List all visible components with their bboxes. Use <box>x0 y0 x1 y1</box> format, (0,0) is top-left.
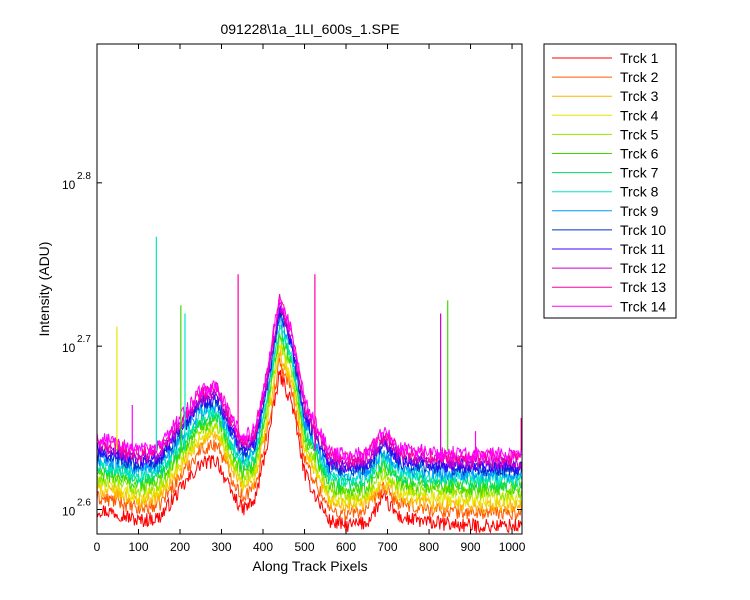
legend-label-11: Trck 11 <box>620 241 665 257</box>
x-tick-label: 1000 <box>499 540 526 554</box>
spike-layer <box>116 236 522 451</box>
legend-label-4: Trck 4 <box>620 107 659 123</box>
x-tick-label: 700 <box>378 540 398 554</box>
legend-label-14: Trck 14 <box>620 298 666 314</box>
legend-label-8: Trck 8 <box>620 184 659 200</box>
series-line-12 <box>96 302 523 471</box>
x-tick-label: 100 <box>128 540 148 554</box>
plot-area: 0 100 200 300 400 500 600 700 800 900 1000 102.610… <box>62 43 526 554</box>
legend-items: Trck 1 Trck 2 Trck 3 Trck 4 Trck 5 Trck 6 Trck… <box>552 50 666 314</box>
y-tick-label-base: 10 <box>62 341 76 355</box>
x-tick-label: 600 <box>336 540 356 554</box>
y-tick-label-exponent: 2.8 <box>77 171 91 182</box>
y-tick-label-base: 10 <box>62 178 76 192</box>
legend-label-12: Trck 12 <box>620 260 666 276</box>
legend-label-2: Trck 2 <box>620 69 659 85</box>
legend-label-1: Trck 1 <box>620 50 659 66</box>
legend-label-3: Trck 3 <box>620 88 659 104</box>
x-tick-label: 200 <box>170 540 190 554</box>
x-tick-label: 900 <box>461 540 481 554</box>
chart-title: 091228\1a_1LI_600s_1.SPE <box>220 21 399 37</box>
x-tick-label: 800 <box>419 540 439 554</box>
y-tick-label-base: 10 <box>62 505 76 519</box>
legend-label-7: Trck 7 <box>620 165 659 181</box>
x-tick-label: 500 <box>295 540 315 554</box>
y-axis-label: Intensity (ADU) <box>36 242 52 337</box>
series-line-6 <box>96 334 523 497</box>
legend-label-5: Trck 5 <box>620 126 659 142</box>
axes-box <box>96 43 523 535</box>
x-axis-ticks: 0 100 200 300 400 500 600 700 800 900 1000 <box>94 44 526 554</box>
x-axis-label: Along Track Pixels <box>252 558 367 574</box>
x-tick-label: 400 <box>253 540 273 554</box>
y-tick-label-exponent: 2.6 <box>77 498 91 509</box>
legend-label-9: Trck 9 <box>620 203 659 219</box>
y-tick-label-exponent: 2.7 <box>77 334 91 345</box>
series-line-5 <box>96 332 523 503</box>
legend-box <box>543 43 677 319</box>
series-line-2 <box>96 357 523 521</box>
series-line-7 <box>96 324 523 492</box>
x-tick-label: 300 <box>211 540 231 554</box>
legend-label-10: Trck 10 <box>620 222 666 238</box>
legend: Trck 1 Trck 2 Trck 3 Trck 4 Trck 5 Trck 6 Trck… <box>543 43 677 319</box>
legend-label-13: Trck 13 <box>620 279 666 295</box>
series-line-14 <box>96 297 523 463</box>
series-line-1 <box>96 370 523 534</box>
legend-label-6: Trck 6 <box>620 146 659 162</box>
series-layer <box>96 293 523 534</box>
x-tick-label: 0 <box>94 540 101 554</box>
